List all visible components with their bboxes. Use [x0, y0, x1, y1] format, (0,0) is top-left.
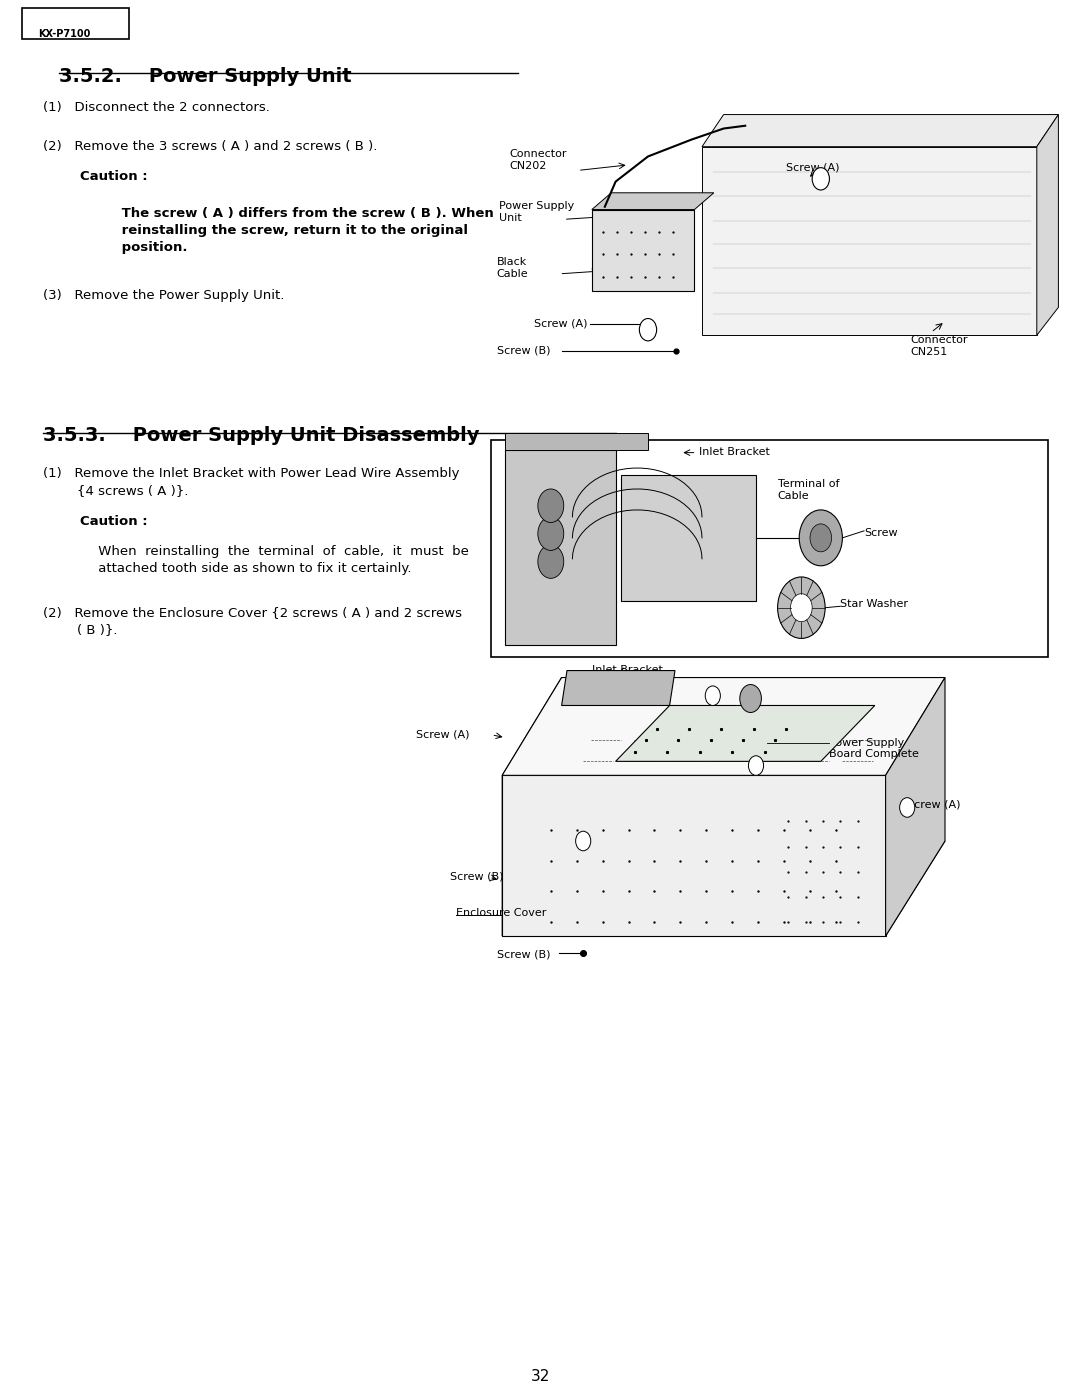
Text: Screw (A): Screw (A)	[534, 319, 588, 328]
Circle shape	[791, 594, 812, 622]
Circle shape	[799, 510, 842, 566]
Text: (1)   Disconnect the 2 connectors.: (1) Disconnect the 2 connectors.	[43, 101, 270, 113]
Text: Power Supply
Unit: Power Supply Unit	[499, 201, 575, 222]
Polygon shape	[1037, 115, 1058, 335]
Text: Connector
CN251: Connector CN251	[910, 335, 968, 356]
Text: When  reinstalling  the  terminal  of  cable,  it  must  be
             attache: When reinstalling the terminal of cable,…	[43, 545, 469, 574]
Polygon shape	[621, 475, 756, 601]
Text: Terminal of
Cable: Terminal of Cable	[778, 479, 839, 500]
Circle shape	[740, 685, 761, 712]
Polygon shape	[502, 775, 886, 936]
Text: Screw (B): Screw (B)	[497, 950, 551, 960]
Polygon shape	[502, 678, 562, 936]
Text: 32: 32	[530, 1369, 550, 1384]
Circle shape	[900, 798, 915, 817]
Text: KX-P7100: KX-P7100	[38, 29, 90, 39]
Polygon shape	[505, 450, 616, 645]
Text: Screw (A): Screw (A)	[907, 799, 961, 809]
Text: The screw ( A ) differs from the screw ( B ). When
                 reinstalling: The screw ( A ) differs from the screw (…	[43, 207, 494, 254]
Text: Black
Cable: Black Cable	[497, 257, 528, 278]
Text: 3.5.2.    Power Supply Unit: 3.5.2. Power Supply Unit	[59, 67, 352, 87]
Circle shape	[748, 756, 764, 775]
Bar	[592, 210, 694, 291]
Text: Inlet Bracket: Inlet Bracket	[699, 447, 770, 457]
Text: Caution :: Caution :	[43, 515, 148, 528]
Polygon shape	[505, 433, 648, 450]
Text: Enclosure Cover: Enclosure Cover	[456, 908, 546, 918]
Polygon shape	[502, 678, 945, 775]
Bar	[491, 440, 1048, 657]
Polygon shape	[702, 147, 1037, 335]
Circle shape	[810, 524, 832, 552]
Text: Screw (B): Screw (B)	[450, 872, 504, 882]
Text: Screw (A): Screw (A)	[786, 162, 840, 172]
Polygon shape	[592, 193, 714, 210]
Text: Inlet Bracket: Inlet Bracket	[592, 665, 663, 675]
Polygon shape	[562, 671, 675, 705]
Text: Star Washer: Star Washer	[840, 599, 908, 609]
Text: (2)   Remove the Enclosure Cover {2 screws ( A ) and 2 screws
        ( B )}.: (2) Remove the Enclosure Cover {2 screws…	[43, 606, 462, 636]
Polygon shape	[616, 705, 875, 761]
Text: Screw (A): Screw (A)	[700, 708, 754, 718]
Polygon shape	[702, 115, 1058, 147]
Polygon shape	[886, 678, 945, 936]
Text: (1)   Remove the Inlet Bracket with Power Lead Wire Assembly
        {4 screws (: (1) Remove the Inlet Bracket with Power …	[43, 467, 460, 496]
Text: (3)   Remove the Power Supply Unit.: (3) Remove the Power Supply Unit.	[43, 289, 284, 302]
Circle shape	[778, 577, 825, 638]
Text: Screw: Screw	[864, 528, 897, 538]
Circle shape	[538, 489, 564, 522]
Circle shape	[705, 686, 720, 705]
Polygon shape	[502, 841, 945, 936]
FancyBboxPatch shape	[22, 8, 129, 39]
Text: Screw (B): Screw (B)	[497, 345, 551, 355]
Text: Connector
CN202: Connector CN202	[510, 149, 567, 170]
Text: 3.5.3.    Power Supply Unit Disassembly: 3.5.3. Power Supply Unit Disassembly	[43, 426, 480, 446]
Text: Screw (A): Screw (A)	[416, 729, 470, 739]
Circle shape	[538, 517, 564, 550]
Circle shape	[576, 831, 591, 851]
Circle shape	[538, 545, 564, 578]
Text: Power Supply
Board Complete: Power Supply Board Complete	[829, 738, 919, 759]
Circle shape	[812, 168, 829, 190]
Circle shape	[639, 319, 657, 341]
Text: Caution :: Caution :	[43, 170, 148, 183]
Text: (2)   Remove the 3 screws ( A ) and 2 screws ( B ).: (2) Remove the 3 screws ( A ) and 2 scre…	[43, 140, 378, 152]
